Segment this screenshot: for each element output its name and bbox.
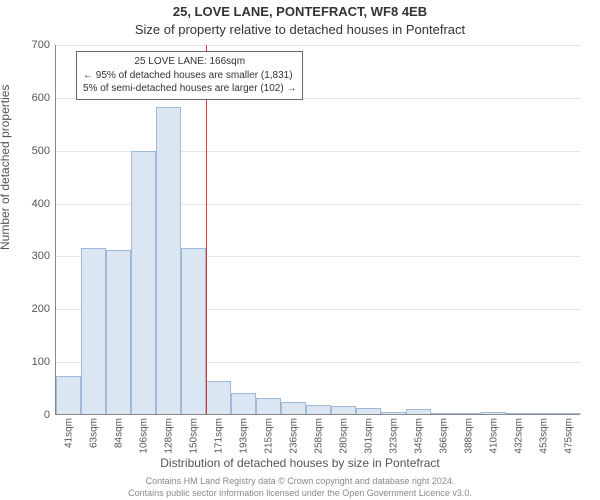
x-tick-label: 150sqm: [188, 418, 199, 454]
property-marker-line: [206, 45, 207, 414]
x-tick-label: 388sqm: [463, 418, 474, 454]
histogram-bar: [556, 413, 581, 414]
x-tick-label: 280sqm: [338, 418, 349, 454]
footer-copyright-2: Contains public sector information licen…: [0, 488, 600, 498]
x-tick-label: 301sqm: [363, 418, 374, 454]
x-tick-label: 215sqm: [263, 418, 274, 454]
histogram-bar: [106, 250, 131, 414]
histogram-bar: [81, 248, 106, 415]
histogram-bar: [406, 409, 431, 414]
x-tick-label: 432sqm: [513, 418, 524, 454]
y-tick-label: 100: [32, 356, 50, 368]
histogram-bar: [431, 413, 456, 414]
histogram-bar: [506, 413, 531, 414]
property-info-box: 25 LOVE LANE: 166sqm← 95% of detached ho…: [76, 51, 303, 100]
info-line: ← 95% of detached houses are smaller (1,…: [83, 69, 296, 83]
histogram-bar: [531, 413, 556, 414]
x-axis-label: Distribution of detached houses by size …: [0, 456, 600, 470]
x-tick-label: 106sqm: [138, 418, 149, 454]
y-tick-label: 300: [32, 250, 50, 262]
x-tick-label: 236sqm: [288, 418, 299, 454]
page-subtitle: Size of property relative to detached ho…: [0, 22, 600, 37]
x-tick-label: 41sqm: [63, 418, 74, 448]
histogram-bar: [256, 398, 281, 414]
histogram-bar: [456, 413, 481, 414]
x-tick-label: 128sqm: [163, 418, 174, 454]
x-tick-label: 475sqm: [563, 418, 574, 454]
x-tick-label: 345sqm: [413, 418, 424, 454]
histogram-bar: [56, 376, 81, 414]
histogram-bar: [306, 405, 331, 415]
y-tick-label: 700: [32, 39, 50, 51]
histogram-bar: [356, 408, 381, 414]
x-tick-label: 63sqm: [88, 418, 99, 448]
histogram-bar: [181, 248, 206, 415]
histogram-bar: [156, 107, 181, 414]
x-tick-label: 410sqm: [488, 418, 499, 454]
histogram-bar: [281, 402, 306, 414]
histogram-bar: [231, 393, 256, 414]
info-line: 25 LOVE LANE: 166sqm: [83, 55, 296, 69]
x-tick-label: 171sqm: [213, 418, 224, 454]
x-tick-label: 258sqm: [313, 418, 324, 454]
histogram-bar: [331, 406, 356, 414]
page-title: 25, LOVE LANE, PONTEFRACT, WF8 4EB: [0, 4, 600, 19]
y-tick-label: 0: [44, 409, 50, 421]
histogram-bar: [131, 151, 156, 414]
x-tick-label: 193sqm: [238, 418, 249, 454]
x-tick-label: 453sqm: [538, 418, 549, 454]
info-line: 5% of semi-detached houses are larger (1…: [83, 82, 296, 96]
gridline: [56, 45, 580, 46]
x-tick-label: 323sqm: [388, 418, 399, 454]
plot-area: 010020030040050060070041sqm63sqm84sqm106…: [55, 45, 580, 415]
x-tick-label: 84sqm: [113, 418, 124, 448]
y-tick-label: 600: [32, 92, 50, 104]
chart-container: { "title": "25, LOVE LANE, PONTEFRACT, W…: [0, 0, 600, 500]
x-tick-label: 366sqm: [438, 418, 449, 454]
y-tick-label: 500: [32, 145, 50, 157]
y-tick-label: 200: [32, 303, 50, 315]
histogram-bar: [481, 412, 506, 414]
footer-copyright-1: Contains HM Land Registry data © Crown c…: [0, 476, 600, 486]
y-axis-label: Number of detached properties: [0, 85, 12, 250]
y-tick-label: 400: [32, 198, 50, 210]
histogram-bar: [381, 412, 406, 414]
histogram-bar: [206, 381, 231, 414]
